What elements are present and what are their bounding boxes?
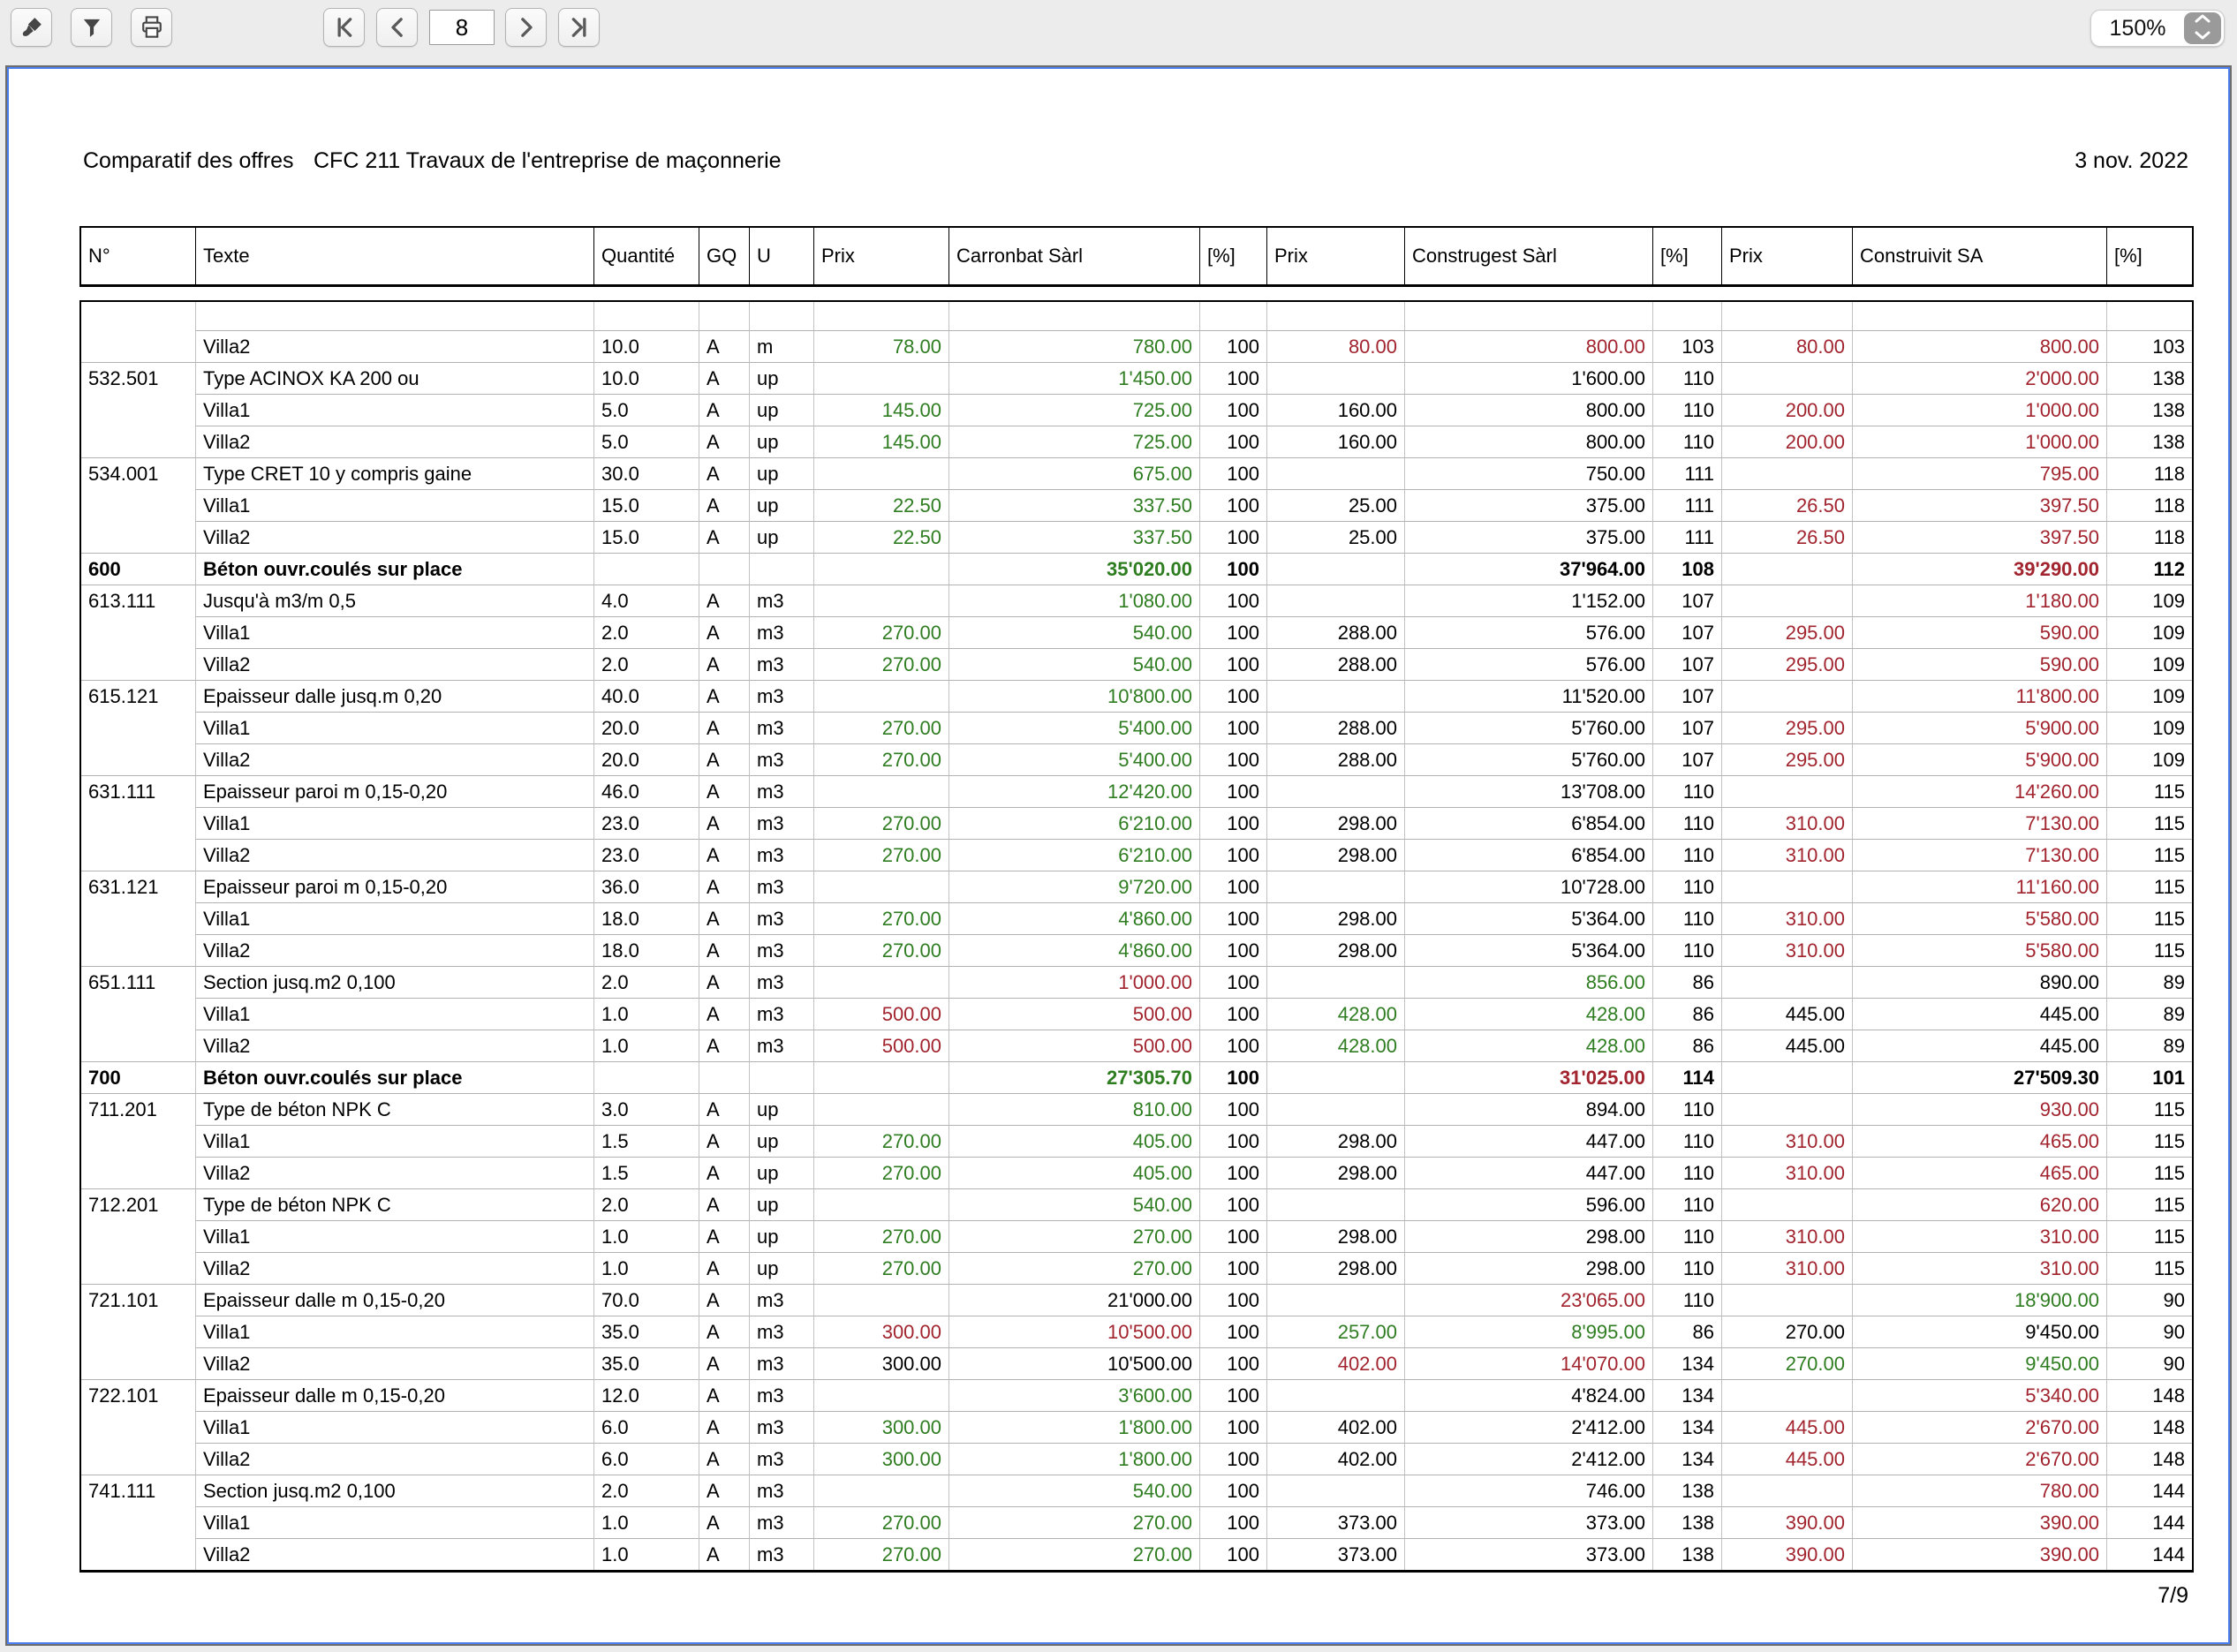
villa-row: Villa22.0Am3270.00540.00100288.00576.001… bbox=[81, 648, 2192, 680]
total-row: 600Béton ouvr.coulés sur place35'020.001… bbox=[81, 553, 2192, 585]
item-row: 532.501Type ACINOX KA 200 ou10.0Aup1'450… bbox=[81, 362, 2192, 394]
page-indicator: 7/9 bbox=[79, 1583, 2190, 1609]
format-brush-button[interactable] bbox=[11, 8, 52, 47]
first-page-button[interactable] bbox=[323, 8, 365, 47]
col-header-bidder-2: Construgest Sàrl bbox=[1404, 228, 1652, 284]
item-row: 721.101Epaisseur dalle m 0,15-0,2070.0Am… bbox=[81, 1284, 2192, 1316]
col-header-bidder-1: Carronbat Sàrl bbox=[948, 228, 1199, 284]
report-title: Comparatif des offres bbox=[83, 148, 294, 174]
offers-table-body: Villa210.0Am78.00780.0010080.00800.00103… bbox=[81, 302, 2192, 1570]
villa-row: Villa21.5Aup270.00405.00100298.00447.001… bbox=[81, 1157, 2192, 1188]
toolbar: 150% bbox=[0, 0, 2237, 65]
document-frame: Comparatif des offres CFC 211 Travaux de… bbox=[5, 65, 2232, 1646]
item-row: 722.101Epaisseur dalle m 0,15-0,2012.0Am… bbox=[81, 1379, 2192, 1411]
item-row: 631.111Epaisseur paroi m 0,15-0,2046.0Am… bbox=[81, 775, 2192, 807]
item-row: 615.121Epaisseur dalle jusq.m 0,2040.0Am… bbox=[81, 680, 2192, 712]
report-date: 3 nov. 2022 bbox=[2075, 148, 2188, 174]
item-row: 631.121Epaisseur paroi m 0,15-0,2036.0Am… bbox=[81, 871, 2192, 902]
filter-funnel-icon bbox=[79, 14, 105, 41]
offers-table-header: N° Texte Quantité GQ U Prix Carronbat Sà… bbox=[79, 226, 2194, 287]
villa-row: Villa11.0Am3500.00500.00100428.00428.008… bbox=[81, 998, 2192, 1030]
page-number-input[interactable] bbox=[429, 10, 495, 45]
zoom-value: 150% bbox=[2091, 16, 2184, 41]
last-page-button[interactable] bbox=[558, 8, 600, 47]
prev-page-button[interactable] bbox=[376, 8, 418, 47]
villa-row: Villa12.0Am3270.00540.00100288.00576.001… bbox=[81, 616, 2192, 648]
villa-row: Villa15.0Aup145.00725.00100160.00800.001… bbox=[81, 394, 2192, 426]
last-page-icon bbox=[566, 14, 593, 41]
villa-row: Villa215.0Aup22.50337.5010025.00375.0011… bbox=[81, 521, 2192, 553]
villa-row: Villa210.0Am78.00780.0010080.00800.00103… bbox=[81, 330, 2192, 362]
col-header-no: N° bbox=[81, 228, 195, 284]
first-page-icon bbox=[331, 14, 358, 41]
zoom-stepper[interactable] bbox=[2184, 12, 2221, 44]
item-row: 613.111Jusqu'à m3/m 0,54.0Am31'080.00100… bbox=[81, 585, 2192, 616]
report-subtitle: CFC 211 Travaux de l'entreprise de maçon… bbox=[314, 148, 782, 174]
villa-row: Villa235.0Am3300.0010'500.00100402.0014'… bbox=[81, 1347, 2192, 1379]
villa-row: Villa135.0Am3300.0010'500.00100257.008'9… bbox=[81, 1316, 2192, 1347]
document-page: Comparatif des offres CFC 211 Travaux de… bbox=[7, 67, 2230, 1644]
page-header: Comparatif des offres CFC 211 Travaux de… bbox=[79, 148, 2190, 177]
paintbrush-icon bbox=[19, 14, 45, 41]
item-row: 534.001Type CRET 10 y compris gaine30.0A… bbox=[81, 457, 2192, 489]
villa-row: Villa25.0Aup145.00725.00100160.00800.001… bbox=[81, 426, 2192, 457]
villa-row: Villa118.0Am3270.004'860.00100298.005'36… bbox=[81, 902, 2192, 934]
next-page-button[interactable] bbox=[505, 8, 547, 47]
printer-icon bbox=[138, 13, 166, 41]
villa-row: Villa11.5Aup270.00405.00100298.00447.001… bbox=[81, 1125, 2192, 1157]
col-header-pct-2: [%] bbox=[1652, 228, 1721, 284]
chevron-right-icon bbox=[513, 14, 540, 41]
villa-row: Villa21.0Aup270.00270.00100298.00298.001… bbox=[81, 1252, 2192, 1284]
villa-row: Villa220.0Am3270.005'400.00100288.005'76… bbox=[81, 743, 2192, 775]
print-button[interactable] bbox=[131, 8, 172, 47]
chevron-up-icon bbox=[2194, 11, 2211, 27]
villa-row: Villa120.0Am3270.005'400.00100288.005'76… bbox=[81, 712, 2192, 743]
total-row: 700Béton ouvr.coulés sur place27'305.701… bbox=[81, 1061, 2192, 1093]
villa-row: Villa26.0Am3300.001'800.00100402.002'412… bbox=[81, 1443, 2192, 1475]
villa-row: Villa16.0Am3300.001'800.00100402.002'412… bbox=[81, 1411, 2192, 1443]
col-header-pct-3: [%] bbox=[2106, 228, 2192, 284]
villa-row: Villa223.0Am3270.006'210.00100298.006'85… bbox=[81, 839, 2192, 871]
villa-row: Villa115.0Aup22.50337.5010025.00375.0011… bbox=[81, 489, 2192, 521]
villa-row: Villa11.0Am3270.00270.00100373.00373.001… bbox=[81, 1506, 2192, 1538]
col-header-pct-1: [%] bbox=[1199, 228, 1266, 284]
col-header-prix-2: Prix bbox=[1266, 228, 1404, 284]
villa-row: Villa21.0Am3500.00500.00100428.00428.008… bbox=[81, 1030, 2192, 1061]
villa-row: Villa123.0Am3270.006'210.00100298.006'85… bbox=[81, 807, 2192, 839]
item-row: 712.201Type de béton NPK C2.0Aup540.0010… bbox=[81, 1188, 2192, 1220]
villa-row: Villa218.0Am3270.004'860.00100298.005'36… bbox=[81, 934, 2192, 966]
chevron-left-icon bbox=[384, 14, 411, 41]
col-header-texte: Texte bbox=[195, 228, 593, 284]
col-header-quantite: Quantité bbox=[593, 228, 699, 284]
chevron-down-icon bbox=[2194, 29, 2211, 45]
item-row: 651.111Section jusq.m2 0,1002.0Am31'000.… bbox=[81, 966, 2192, 998]
empty-row bbox=[81, 302, 2192, 330]
offers-table: Villa210.0Am78.00780.0010080.00800.00103… bbox=[79, 300, 2194, 1573]
col-header-prix-3: Prix bbox=[1721, 228, 1852, 284]
item-row: 741.111Section jusq.m2 0,1002.0Am3540.00… bbox=[81, 1475, 2192, 1506]
col-header-u: U bbox=[749, 228, 813, 284]
item-row: 711.201Type de béton NPK C3.0Aup810.0010… bbox=[81, 1093, 2192, 1125]
filter-button[interactable] bbox=[71, 8, 112, 47]
villa-row: Villa21.0Am3270.00270.00100373.00373.001… bbox=[81, 1538, 2192, 1570]
col-header-bidder-3: Construivit SA bbox=[1852, 228, 2106, 284]
col-header-prix-1: Prix bbox=[813, 228, 948, 284]
zoom-control: 150% bbox=[2090, 10, 2225, 47]
col-header-gq: GQ bbox=[699, 228, 749, 284]
villa-row: Villa11.0Aup270.00270.00100298.00298.001… bbox=[81, 1220, 2192, 1252]
